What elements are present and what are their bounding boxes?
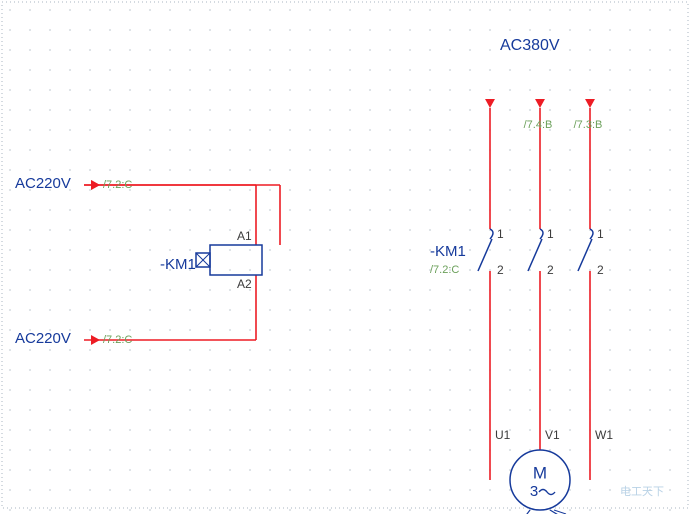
- contact-name: -KM1: [430, 243, 466, 260]
- contact-pin1-1: 1: [547, 227, 554, 241]
- motor-term-2: W1: [595, 428, 613, 442]
- phase-ref-1: /7.4:B: [524, 119, 553, 131]
- contact-pin2-2: 2: [597, 263, 604, 277]
- coil-km1: [196, 245, 262, 275]
- motor-term-1: V1: [545, 428, 560, 442]
- coil-pin-a2: A2: [237, 277, 252, 291]
- motor-label-m: M: [533, 463, 547, 482]
- contact-pin1-0: 1: [497, 227, 504, 241]
- motor-label-3: 3: [530, 483, 538, 500]
- contact-pin1-2: 1: [597, 227, 604, 241]
- contact-pin2-1: 2: [547, 263, 554, 277]
- coil-name: -KM1: [160, 256, 196, 273]
- phase-ref-2: /7.3:B: [574, 119, 603, 131]
- ref-top-left: /7.2:C: [103, 179, 132, 191]
- ref-bot-left: /7.2:C: [103, 334, 132, 346]
- watermark: 电工天下: [620, 485, 664, 498]
- contact-ref: /7.2:C: [430, 264, 459, 276]
- motor-term-0: U1: [495, 428, 511, 442]
- coil-pin-a1: A1: [237, 229, 252, 243]
- contact-pin2-0: 2: [497, 263, 504, 277]
